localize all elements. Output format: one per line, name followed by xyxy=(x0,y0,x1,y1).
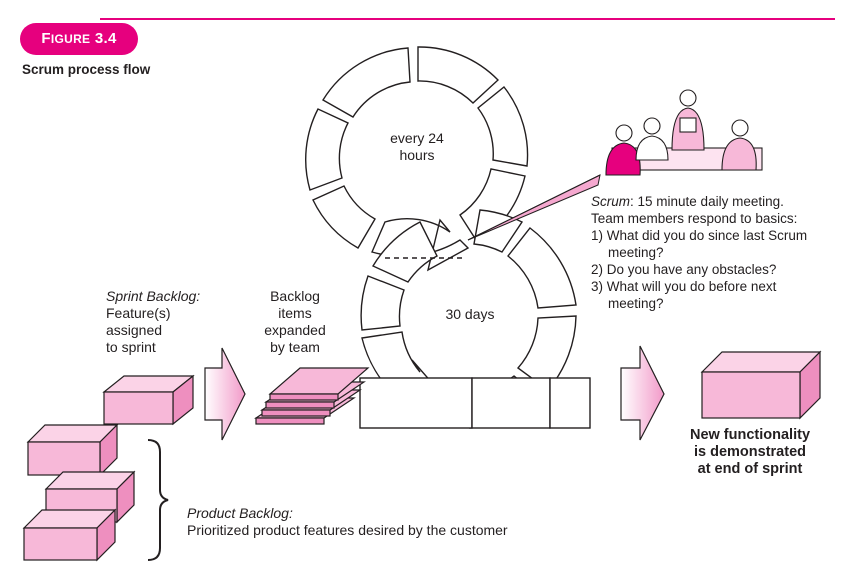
sprint-backlog-line1: Feature(s) xyxy=(106,305,171,321)
sprint-base-boxes xyxy=(359,377,591,429)
outcome-box xyxy=(700,350,822,420)
product-box xyxy=(26,423,119,477)
product-backlog-description: Prioritized product features desired by … xyxy=(187,522,508,538)
figure-label-smallcaps: IGURE xyxy=(50,32,91,46)
daily-ring-segment xyxy=(477,86,529,167)
sprint-ring-segment xyxy=(371,221,438,283)
figure-caption: Scrum process flow xyxy=(22,62,151,77)
person-head xyxy=(731,119,749,137)
backlog-items-line4: by team xyxy=(270,339,320,355)
scrum-question-1-cont: meeting? xyxy=(608,245,664,260)
sprint-ring-segment xyxy=(507,227,577,309)
base-box xyxy=(471,377,551,429)
scrum-term: Scrum xyxy=(591,194,631,209)
scrum-question-3: 3) What will you do before next xyxy=(591,279,777,294)
outcome-line2: is demonstrated xyxy=(694,444,806,460)
sprint-backlog-line2: assigned xyxy=(106,322,163,338)
arrow-to-outcome xyxy=(620,345,665,441)
base-box xyxy=(359,377,473,429)
figure-label-number: 3.4 xyxy=(94,30,117,47)
figure-label-prefix: F xyxy=(41,30,51,47)
product-backlog-title: Product Backlog: xyxy=(187,505,293,521)
backlog-items-line3: expanded xyxy=(264,322,326,338)
team-meeting-illustration xyxy=(605,89,763,176)
base-box xyxy=(549,377,591,429)
sprint-backlog-line3: to sprint xyxy=(106,339,156,355)
product-backlog-brace xyxy=(147,439,169,561)
sprint-backlog-title: Sprint Backlog: xyxy=(106,288,201,304)
scrum-question-1: 1) What did you do since last Scrum xyxy=(591,228,808,243)
sprint-cycle-label: 30 days xyxy=(445,306,495,322)
product-backlog-boxes xyxy=(22,423,136,562)
scrum-line2: Team members respond to basics: xyxy=(591,211,798,226)
sprint-ring-segment xyxy=(473,209,524,253)
scrum-question-3-cont: meeting? xyxy=(608,296,664,311)
backlog-items-line2: items xyxy=(278,305,312,321)
person-paper xyxy=(679,117,697,133)
sprint-feature-box xyxy=(102,374,195,426)
person-body xyxy=(635,135,669,161)
sprint-ring-segment xyxy=(360,275,405,331)
daily-ring-segment xyxy=(305,108,349,191)
outcome-line1: New functionality xyxy=(689,427,811,443)
daily-ring-segment xyxy=(322,47,411,118)
outcome-line3: at end of sprint xyxy=(697,461,803,477)
daily-label-line1: every 24 xyxy=(390,130,444,146)
person-head xyxy=(643,117,661,135)
outcome-text: New functionality is demonstrated at end… xyxy=(660,427,840,478)
scrum-meeting-description: Scrum: 15 minute daily meeting. Team mem… xyxy=(591,193,849,312)
backlog-items-text: Backlog items expanded by team xyxy=(250,288,340,356)
daily-ring-segment xyxy=(312,185,376,249)
scrum-intro: : 15 minute daily meeting. xyxy=(630,194,784,209)
person-head xyxy=(615,124,633,142)
person-body xyxy=(721,137,757,171)
figure-label-badge: FIGURE 3.4 xyxy=(20,23,138,55)
scrum-question-2: 2) Do you have any obstacles? xyxy=(591,262,777,277)
product-backlog-text: Product Backlog: Prioritized product fea… xyxy=(187,505,587,539)
product-box xyxy=(22,508,117,562)
person-head xyxy=(679,89,697,107)
backlog-item-plates xyxy=(254,367,370,425)
person-body xyxy=(605,142,641,176)
figure-header-rule xyxy=(100,18,835,20)
sprint-backlog-text: Sprint Backlog: Feature(s) assigned to s… xyxy=(106,288,236,356)
daily-cycle-label: every 24 hours xyxy=(362,130,472,164)
daily-label-line2: hours xyxy=(399,147,435,163)
daily-ring-segment xyxy=(417,46,500,104)
arrow-to-backlog-items xyxy=(204,347,246,441)
backlog-items-line1: Backlog xyxy=(270,288,320,304)
